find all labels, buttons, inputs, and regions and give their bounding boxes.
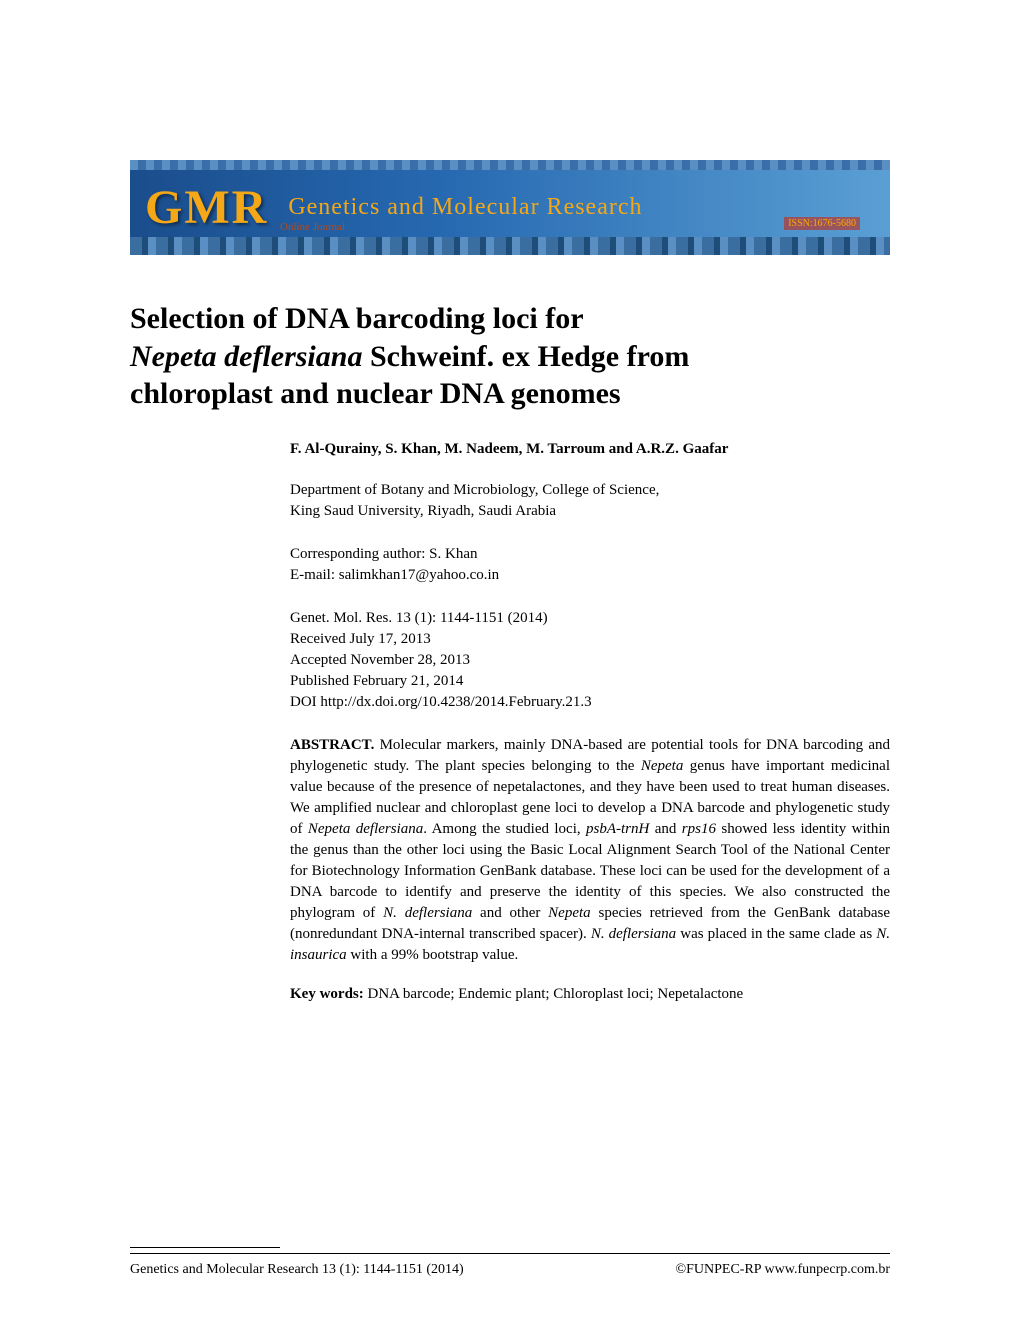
corresponding-name: Corresponding author: S. Khan xyxy=(290,546,477,562)
abstract-i6: Nepeta xyxy=(548,905,591,921)
accepted-date: Accepted November 28, 2013 xyxy=(290,652,470,668)
banner-online-label: Online Journal xyxy=(280,221,345,233)
citation-line: Genet. Mol. Res. 13 (1): 1144-1151 (2014… xyxy=(290,610,548,626)
keywords-text: DNA barcode; Endemic plant; Chloroplast … xyxy=(364,986,743,1002)
footer-short-rule xyxy=(130,1247,280,1248)
keywords-block: Key words: DNA barcode; Endemic plant; C… xyxy=(290,984,890,1005)
affiliation-line2: King Saud University, Riyadh, Saudi Arab… xyxy=(290,503,556,519)
title-line3: chloroplast and nuclear DNA genomes xyxy=(130,377,621,410)
abstract-i1: Nepeta xyxy=(641,758,684,774)
abstract-t3: . Among the studied loci, xyxy=(423,821,586,837)
title-line1: Selection of DNA barcoding loci for xyxy=(130,302,584,335)
abstract-i4: rps16 xyxy=(682,821,716,837)
journal-banner: GMR Genetics and Molecular Research Onli… xyxy=(130,160,890,255)
abstract-i3: psbA-trnH xyxy=(586,821,649,837)
abstract-t6: and other xyxy=(472,905,548,921)
banner-bottom-decoration xyxy=(130,237,890,255)
corresponding-email: E-mail: salimkhan17@yahoo.co.in xyxy=(290,567,499,583)
journal-name: Genetics and Molecular Research xyxy=(288,194,642,221)
keywords-label: Key words: xyxy=(290,986,364,1002)
published-date: Published February 21, 2014 xyxy=(290,673,463,689)
abstract-i2: Nepeta deflersiana xyxy=(308,821,423,837)
abstract-label: ABSTRACT. xyxy=(290,737,374,753)
abstract-t9: with a 99% bootstrap value. xyxy=(347,947,519,963)
footer-citation: Genetics and Molecular Research 13 (1): … xyxy=(130,1262,464,1278)
abstract-t4: and xyxy=(649,821,681,837)
article-title: Selection of DNA barcoding loci for Nepe… xyxy=(130,300,890,413)
authors-list: F. Al-Qurainy, S. Khan, M. Nadeem, M. Ta… xyxy=(290,441,890,458)
footer-copyright: ©FUNPEC-RP www.funpecrp.com.br xyxy=(675,1262,890,1278)
abstract-i5: N. deflersiana xyxy=(383,905,472,921)
affiliation-line1: Department of Botany and Microbiology, C… xyxy=(290,482,659,498)
abstract-i7: N. deflersiana xyxy=(591,926,676,942)
journal-logo-text: GMR xyxy=(145,180,268,235)
affiliation-block: Department of Botany and Microbiology, C… xyxy=(290,480,890,522)
page-footer: Genetics and Molecular Research 13 (1): … xyxy=(130,1253,890,1278)
publication-info-block: Genet. Mol. Res. 13 (1): 1144-1151 (2014… xyxy=(290,608,890,713)
doi-link: DOI http://dx.doi.org/10.4238/2014.Febru… xyxy=(290,694,592,710)
abstract-block: ABSTRACT. Molecular markers, mainly DNA-… xyxy=(290,735,890,966)
banner-top-decoration xyxy=(130,160,890,170)
corresponding-author-block: Corresponding author: S. Khan E-mail: sa… xyxy=(290,544,890,586)
abstract-t8: was placed in the same clade as xyxy=(676,926,876,942)
title-species: Nepeta deflersiana xyxy=(130,340,362,373)
issn-badge: ISSN:1676-5680 xyxy=(784,217,860,230)
received-date: Received July 17, 2013 xyxy=(290,631,431,647)
title-line2-rest: Schweinf. ex Hedge from xyxy=(362,340,689,373)
article-content: F. Al-Qurainy, S. Khan, M. Nadeem, M. Ta… xyxy=(290,441,890,1005)
